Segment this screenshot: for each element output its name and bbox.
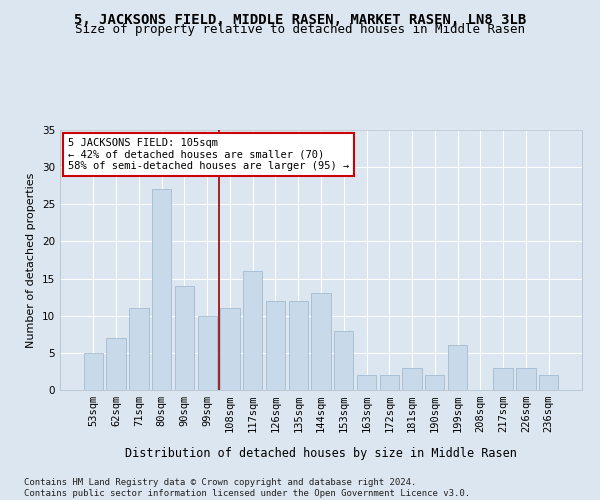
Bar <box>493 368 513 390</box>
Bar <box>425 375 445 390</box>
Bar <box>448 346 467 390</box>
Bar <box>175 286 194 390</box>
Bar <box>84 353 103 390</box>
Bar <box>403 368 422 390</box>
Bar <box>289 301 308 390</box>
Text: 5, JACKSONS FIELD, MIDDLE RASEN, MARKET RASEN, LN8 3LB: 5, JACKSONS FIELD, MIDDLE RASEN, MARKET … <box>74 12 526 26</box>
Text: 5 JACKSONS FIELD: 105sqm
← 42% of detached houses are smaller (70)
58% of semi-d: 5 JACKSONS FIELD: 105sqm ← 42% of detach… <box>68 138 349 171</box>
Bar <box>311 294 331 390</box>
Bar <box>197 316 217 390</box>
Bar <box>220 308 239 390</box>
Bar <box>380 375 399 390</box>
Bar <box>129 308 149 390</box>
Bar <box>539 375 558 390</box>
Bar <box>334 330 353 390</box>
Bar <box>243 271 262 390</box>
Bar <box>266 301 285 390</box>
Text: Size of property relative to detached houses in Middle Rasen: Size of property relative to detached ho… <box>75 22 525 36</box>
Y-axis label: Number of detached properties: Number of detached properties <box>26 172 37 348</box>
Text: Distribution of detached houses by size in Middle Rasen: Distribution of detached houses by size … <box>125 448 517 460</box>
Bar <box>516 368 536 390</box>
Text: Contains HM Land Registry data © Crown copyright and database right 2024.
Contai: Contains HM Land Registry data © Crown c… <box>24 478 470 498</box>
Bar <box>152 190 172 390</box>
Bar <box>106 338 126 390</box>
Bar <box>357 375 376 390</box>
